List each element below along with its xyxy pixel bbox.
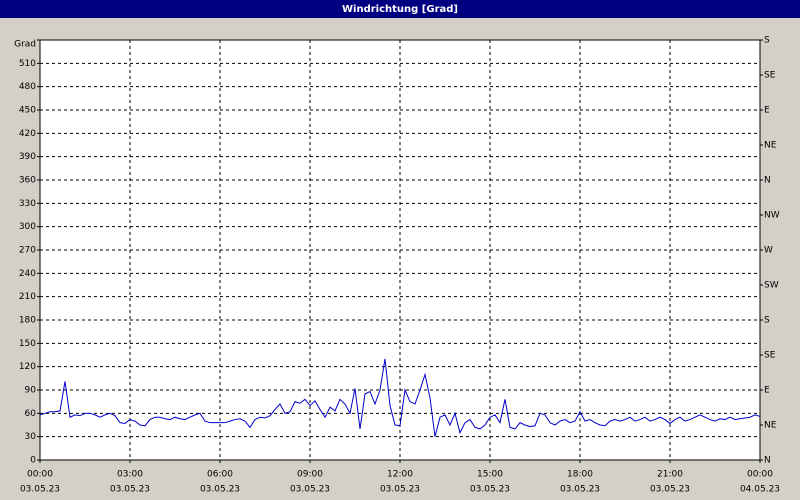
y-tick-label: 390: [19, 152, 36, 162]
x-tick-label: 03.05.23: [650, 485, 690, 495]
y-tick-label: 270: [19, 246, 36, 256]
y2-tick-label: SE: [764, 71, 776, 81]
x-tick-label: 03.05.23: [290, 485, 330, 495]
x-tick-label: 04.05.23: [740, 485, 780, 495]
x-tick-label: 03.05.23: [380, 485, 420, 495]
y2-tick-label: S: [764, 316, 770, 326]
y-tick-label: 300: [19, 222, 36, 232]
y2-tick-label: W: [764, 246, 773, 256]
y-tick-label: 450: [19, 106, 36, 116]
x-tick-label: 09:00: [297, 470, 323, 480]
y-tick-label: 150: [19, 339, 36, 349]
title-bar: [0, 0, 800, 18]
y-tick-label: 510: [19, 59, 36, 69]
y-tick-label: 60: [25, 409, 37, 419]
y-tick-label: 180: [19, 316, 36, 326]
y-tick-label: 210: [19, 292, 36, 302]
y-tick-label: 360: [19, 176, 36, 186]
x-tick-label: 00:00: [747, 470, 773, 480]
y2-tick-label: E: [764, 386, 770, 396]
y2-tick-label: SE: [764, 351, 776, 361]
x-tick-label: 00:00: [27, 470, 53, 480]
x-tick-label: 12:00: [387, 470, 413, 480]
x-tick-label: 03:00: [117, 470, 143, 480]
chart-title: Windrichtung [Grad]: [342, 4, 458, 15]
x-tick-label: 03.05.23: [470, 485, 510, 495]
x-tick-label: 03.05.23: [560, 485, 600, 495]
y2-tick-label: N: [764, 456, 771, 466]
y-tick-label: 120: [19, 362, 36, 372]
y-tick-label: 90: [25, 386, 37, 396]
x-tick-label: 15:00: [477, 470, 503, 480]
y-tick-label: 240: [19, 269, 36, 279]
x-tick-label: 18:00: [567, 470, 593, 480]
y2-tick-label: SW: [764, 281, 779, 291]
x-tick-label: 03.05.23: [20, 485, 60, 495]
x-tick-label: 03.05.23: [110, 485, 150, 495]
y2-tick-label: E: [764, 106, 770, 116]
y-tick-label: 420: [19, 129, 36, 139]
y-tick-label: Grad: [14, 40, 36, 50]
y2-tick-label: S: [764, 36, 770, 46]
x-tick-label: 21:00: [657, 470, 683, 480]
y2-tick-label: NE: [764, 421, 777, 431]
y2-tick-label: NE: [764, 141, 777, 151]
y-tick-label: 330: [19, 199, 36, 209]
y2-tick-label: NW: [764, 211, 780, 221]
x-tick-label: 03.05.23: [200, 485, 240, 495]
y-tick-label: 0: [30, 456, 36, 466]
y2-tick-label: N: [764, 176, 771, 186]
y-tick-label: 30: [25, 432, 37, 442]
y-tick-label: 480: [19, 82, 36, 92]
x-tick-label: 06:00: [207, 470, 233, 480]
data-line: [39, 358, 761, 437]
